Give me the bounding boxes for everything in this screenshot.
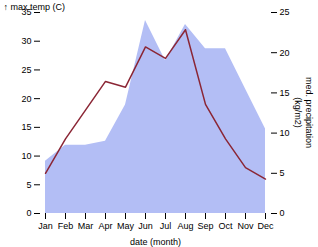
svg-text:20: 20: [21, 94, 31, 104]
svg-text:Apr: Apr: [98, 221, 112, 231]
svg-text:Sep: Sep: [197, 221, 213, 231]
svg-text:5: 5: [26, 180, 31, 190]
svg-text:Aug: Aug: [177, 221, 193, 231]
svg-text:↑ max temp (C): ↑ max temp (C): [4, 2, 66, 12]
svg-text:Feb: Feb: [58, 221, 74, 231]
svg-text:15: 15: [280, 88, 290, 98]
svg-text:15: 15: [21, 122, 31, 132]
svg-text:Jun: Jun: [138, 221, 153, 231]
svg-text:Nov: Nov: [237, 221, 254, 231]
svg-text:25: 25: [21, 65, 31, 75]
svg-text:0: 0: [26, 208, 31, 218]
svg-text:10: 10: [280, 128, 290, 138]
svg-text:date (month): date (month): [130, 237, 181, 247]
svg-text:20: 20: [280, 48, 290, 58]
svg-text:10: 10: [21, 151, 31, 161]
svg-text:Oct: Oct: [218, 221, 233, 231]
svg-text:Dec: Dec: [257, 221, 274, 231]
svg-text:30: 30: [21, 36, 31, 46]
svg-text:0: 0: [280, 208, 285, 218]
svg-text:Jan: Jan: [38, 221, 53, 231]
svg-text:Mar: Mar: [78, 221, 94, 231]
svg-text:25: 25: [280, 7, 290, 17]
svg-text:May: May: [117, 221, 135, 231]
svg-text:35: 35: [21, 7, 32, 18]
svg-text:med. precipitation(kg/m2): med. precipitation(kg/m2): [293, 77, 314, 148]
svg-text:Jul: Jul: [160, 221, 172, 231]
svg-text:5: 5: [280, 168, 285, 178]
